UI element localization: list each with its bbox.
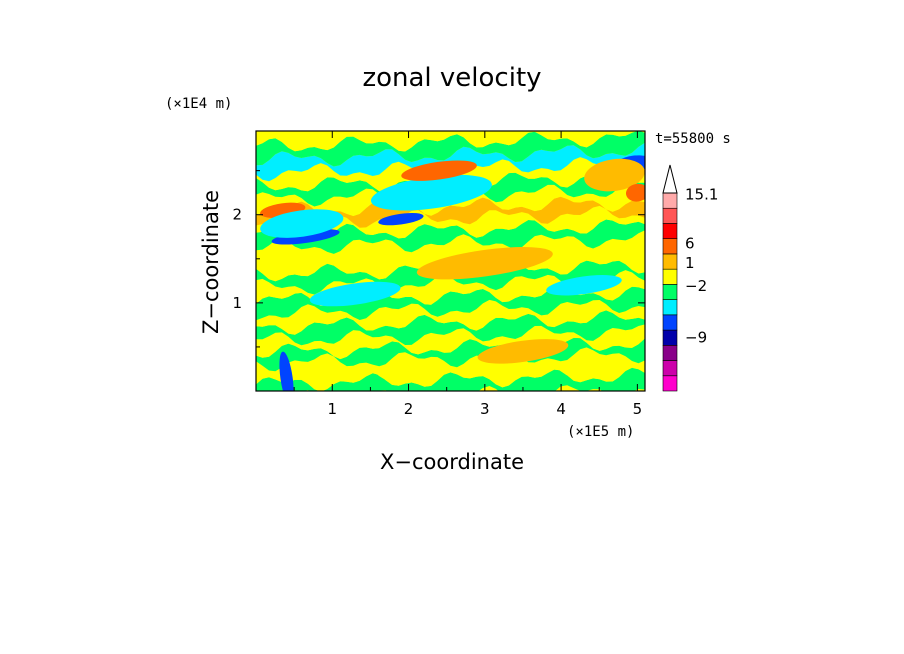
colorbar-swatch [662, 238, 678, 255]
field-band [256, 205, 645, 242]
colorbar-label: 6 [685, 234, 695, 252]
colorbar-extension-arrow [662, 164, 678, 194]
plot-frame [255, 130, 646, 392]
field-band [256, 324, 645, 360]
y-tick-label: 1 [232, 294, 242, 312]
x-tick-label: 1 [328, 400, 338, 418]
field-feature [309, 281, 401, 307]
x-scale-label: (×1E5 m) [567, 424, 634, 440]
field-band [256, 196, 645, 229]
colorbar: 15.1 6 1 −2 −9 [662, 164, 718, 392]
colorbar-swatch [662, 192, 678, 209]
field-band [256, 157, 645, 192]
field-band [256, 230, 645, 269]
x-tick-label: 2 [404, 400, 414, 418]
colorbar-swatch [662, 314, 678, 331]
x-tick-label: 5 [633, 400, 643, 418]
field-feature [416, 246, 553, 280]
colorbar-swatch [662, 329, 678, 346]
colorbar-swatch [662, 375, 678, 392]
y-scale-label: (×1E4 m) [165, 96, 232, 112]
field-band [256, 347, 645, 380]
x-tick-label: 3 [480, 400, 490, 418]
field-feature [477, 339, 569, 364]
colorbar-swatch [662, 345, 678, 361]
colorbar-swatch [662, 268, 678, 285]
colorbar-swatch [662, 207, 678, 224]
x-tick-label: 4 [556, 400, 566, 418]
colorbar-label: −2 [685, 277, 707, 295]
colorbar-swatch [662, 284, 678, 300]
field-feature [370, 174, 492, 211]
colorbar-swatch [662, 360, 678, 377]
field-feature [378, 213, 424, 226]
field-band [256, 358, 645, 391]
field-band [256, 219, 645, 254]
y-axis: 12 [232, 170, 645, 348]
colorbar-swatch [662, 253, 678, 270]
field-band [256, 245, 645, 282]
y-tick-label: 2 [232, 206, 242, 224]
x-axis: 1 2 3 4 5 [293, 131, 643, 418]
chart-title: zonal velocity [362, 63, 541, 93]
colorbar-label: 15.1 [685, 186, 718, 204]
field-feature [584, 158, 645, 192]
field-feature [625, 183, 645, 202]
field-band [256, 299, 645, 335]
field-band [256, 131, 645, 152]
field-feature [401, 160, 477, 181]
field-feature [260, 209, 344, 238]
y-axis-label: Z−coordinate [199, 190, 223, 334]
field-band [256, 131, 645, 167]
colorbar-swatch [662, 223, 678, 239]
x-axis-label: X−coordinate [380, 450, 524, 474]
time-label: t=55800 s [655, 131, 731, 147]
contour-field [256, 131, 645, 391]
field-band [256, 285, 645, 321]
field-feature [546, 275, 622, 296]
field-band [256, 367, 645, 391]
colorbar-label: −9 [685, 329, 707, 347]
field-feature [271, 229, 340, 245]
colorbar-label: 1 [685, 254, 695, 272]
colorbar-swatch [662, 299, 678, 316]
field-band [256, 310, 645, 346]
